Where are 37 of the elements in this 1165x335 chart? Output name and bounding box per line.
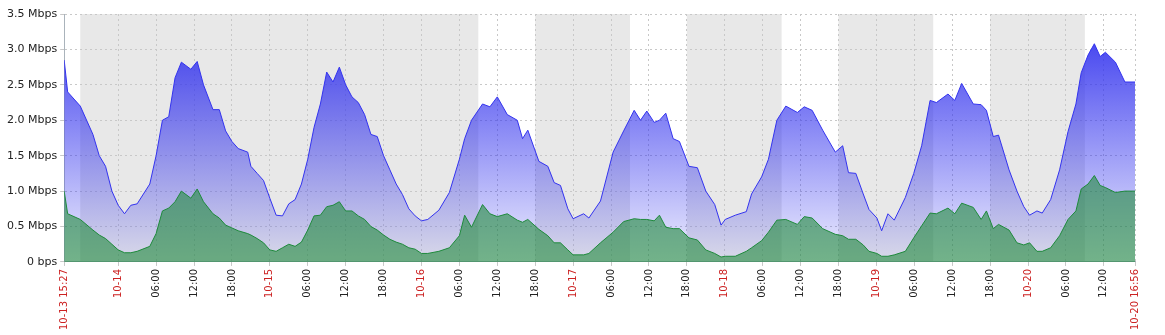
x-tick-label: 06:00 (301, 268, 313, 298)
x-tick-label: 18:00 (225, 268, 237, 298)
x-tick-label: 12:00 (642, 268, 654, 298)
x-tick-label: 06:00 (452, 268, 464, 298)
x-tick-label: 10-15 (263, 268, 275, 299)
x-tick-label: 06:00 (907, 268, 919, 298)
x-tick-label: 10-19 (869, 268, 881, 299)
x-tick-label: 10-18 (718, 268, 730, 299)
y-tick-label: 1.0 Mbps (6, 183, 58, 197)
y-tick-label: 1.5 Mbps (6, 148, 58, 162)
y-tick-label: 3.5 Mbps (6, 6, 58, 20)
y-tick-label: 2.5 Mbps (6, 77, 58, 91)
x-tick-label: 10-20 16:56 (1128, 268, 1140, 331)
y-tick-label: 0.5 Mbps (6, 219, 58, 233)
x-tick-label: 12:00 (1097, 268, 1109, 298)
x-tick-label: 12:00 (794, 268, 806, 298)
x-tick-label: 12:00 (339, 268, 351, 298)
x-tick-label: 18:00 (377, 268, 389, 298)
x-tick-label: 18:00 (832, 268, 844, 298)
x-tick-label: 10-13 15:27 (57, 268, 69, 331)
x-tick-label: 10-16 (415, 268, 427, 299)
x-tick-label: 12:00 (945, 268, 957, 298)
y-tick-label: 3.0 Mbps (6, 42, 58, 56)
x-tick-label: 12:00 (490, 268, 502, 298)
x-tick-label: 18:00 (680, 268, 692, 298)
x-tick-label: 06:00 (149, 268, 161, 298)
x-tick-label: 10-14 (111, 268, 123, 299)
x-tick-label: 18:00 (983, 268, 995, 298)
x-tick-label: 06:00 (604, 268, 616, 298)
y-tick-label: 0 bps (26, 254, 58, 268)
x-tick-label: 10-17 (566, 268, 578, 299)
x-tick-label: 06:00 (1059, 268, 1071, 298)
x-tick-label: 06:00 (756, 268, 768, 298)
x-tick-label: 18:00 (528, 268, 540, 298)
x-tick-label: 10-20 (1021, 268, 1033, 299)
y-tick-label: 2.0 Mbps (6, 113, 58, 127)
x-tick-label: 12:00 (187, 268, 199, 298)
